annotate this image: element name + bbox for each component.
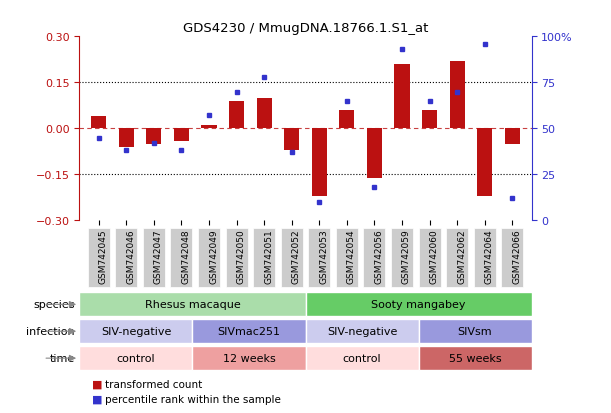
Bar xyxy=(192,319,306,344)
Bar xyxy=(192,346,306,370)
Bar xyxy=(225,228,247,287)
Bar xyxy=(170,228,192,287)
Title: GDS4230 / MmugDNA.18766.1.S1_at: GDS4230 / MmugDNA.18766.1.S1_at xyxy=(183,21,428,35)
Bar xyxy=(257,98,272,129)
Text: GSM742050: GSM742050 xyxy=(236,229,246,283)
Text: transformed count: transformed count xyxy=(105,379,202,389)
Text: GSM742066: GSM742066 xyxy=(512,229,521,283)
Text: GSM742051: GSM742051 xyxy=(264,229,273,283)
Bar xyxy=(309,228,331,287)
Bar xyxy=(474,228,496,287)
Text: Rhesus macaque: Rhesus macaque xyxy=(145,299,240,310)
Bar xyxy=(79,346,192,370)
Text: GSM742054: GSM742054 xyxy=(347,229,356,283)
Bar xyxy=(364,228,386,287)
Text: ■: ■ xyxy=(92,394,102,404)
Bar xyxy=(119,129,134,147)
Bar xyxy=(79,292,306,317)
Text: SIV-negative: SIV-negative xyxy=(101,326,171,337)
Text: infection: infection xyxy=(26,326,75,337)
Bar xyxy=(174,129,189,141)
Text: percentile rank within the sample: percentile rank within the sample xyxy=(105,394,281,404)
Text: GSM742049: GSM742049 xyxy=(209,229,218,283)
Bar xyxy=(477,129,492,197)
Bar xyxy=(306,292,532,317)
Text: control: control xyxy=(343,353,381,363)
Bar xyxy=(422,111,437,129)
Bar xyxy=(280,228,302,287)
Bar xyxy=(450,62,465,129)
Text: GSM742060: GSM742060 xyxy=(430,229,439,283)
Bar xyxy=(115,228,137,287)
Bar xyxy=(312,129,327,197)
Text: GSM742046: GSM742046 xyxy=(126,229,135,283)
Bar xyxy=(88,228,110,287)
Text: time: time xyxy=(49,353,75,363)
Text: GSM742059: GSM742059 xyxy=(402,229,411,283)
Bar xyxy=(336,228,358,287)
Text: SIVsm: SIVsm xyxy=(458,326,492,337)
Bar xyxy=(198,228,220,287)
Bar xyxy=(253,228,275,287)
Bar xyxy=(419,228,441,287)
Bar xyxy=(419,319,532,344)
Bar xyxy=(202,126,216,129)
Bar xyxy=(446,228,468,287)
Bar xyxy=(395,65,409,129)
Bar xyxy=(91,117,106,129)
Text: 12 weeks: 12 weeks xyxy=(222,353,276,363)
Text: GSM742047: GSM742047 xyxy=(154,229,163,283)
Text: GSM742052: GSM742052 xyxy=(291,229,301,283)
Text: GSM742062: GSM742062 xyxy=(457,229,466,283)
Bar xyxy=(505,129,520,145)
Bar xyxy=(306,319,419,344)
Text: 55 weeks: 55 weeks xyxy=(448,353,502,363)
Bar xyxy=(391,228,413,287)
Text: species: species xyxy=(34,299,75,310)
Text: GSM742045: GSM742045 xyxy=(99,229,108,283)
Text: Sooty mangabey: Sooty mangabey xyxy=(371,299,466,310)
Bar xyxy=(367,129,382,178)
Bar xyxy=(284,129,299,150)
Bar xyxy=(339,111,354,129)
Text: SIVmac251: SIVmac251 xyxy=(218,326,280,337)
Bar xyxy=(306,346,419,370)
Text: GSM742048: GSM742048 xyxy=(181,229,191,283)
Bar xyxy=(79,319,192,344)
Text: GSM742056: GSM742056 xyxy=(375,229,384,283)
Text: GSM742064: GSM742064 xyxy=(485,229,494,283)
Bar xyxy=(229,102,244,129)
Bar xyxy=(143,228,165,287)
Bar xyxy=(419,346,532,370)
Text: ■: ■ xyxy=(92,379,102,389)
Bar xyxy=(146,129,161,145)
Text: GSM742053: GSM742053 xyxy=(320,229,328,283)
Text: control: control xyxy=(117,353,155,363)
Bar xyxy=(501,228,523,287)
Text: SIV-negative: SIV-negative xyxy=(327,326,397,337)
